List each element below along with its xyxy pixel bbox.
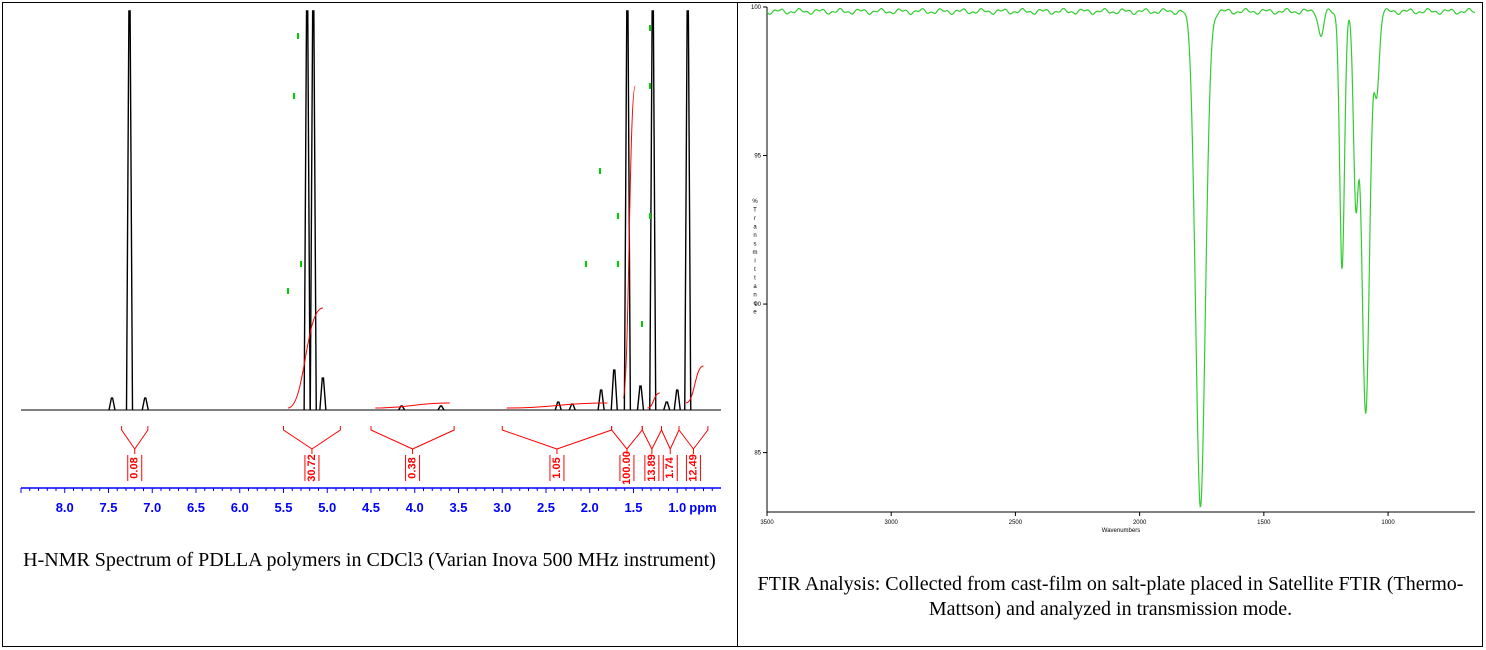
nmr-integral-bracket	[661, 426, 680, 454]
nmr-integral-bracket	[641, 426, 662, 454]
nmr-peak	[319, 377, 327, 411]
nmr-marker	[617, 213, 619, 219]
nmr-x-tick-label: 1.0	[668, 500, 686, 515]
nmr-x-axis-unit: ppm	[689, 500, 716, 515]
nmr-marker	[599, 168, 601, 174]
ftir-x-tick-label: 1000	[1381, 520, 1395, 526]
ftir-y-tick-label: 95	[754, 154, 761, 160]
nmr-peak	[568, 403, 576, 411]
nmr-panel: 0.08 30.72 0.38 1.05 100.00 13.89 1.74 12.49 8.0…	[3, 3, 736, 646]
nmr-x-tick-label: 7.5	[99, 500, 117, 515]
nmr-x-tick-label: 5.5	[274, 500, 292, 515]
nmr-integral-bracket	[121, 426, 149, 454]
nmr-peak	[437, 405, 445, 411]
nmr-marker	[287, 288, 289, 294]
nmr-x-tick-label: 3.5	[449, 500, 467, 515]
nmr-integral-bracket	[611, 426, 643, 454]
nmr-marker	[300, 261, 302, 267]
nmr-marker	[293, 93, 295, 99]
nmr-integral-bracket	[370, 426, 455, 454]
nmr-peak	[303, 10, 311, 411]
nmr-x-tick-label: 6.5	[187, 500, 205, 515]
nmr-peak	[623, 10, 632, 411]
nmr-integral-curve	[375, 402, 450, 409]
nmr-marker	[297, 33, 299, 39]
nmr-integral-bracket	[501, 426, 613, 454]
nmr-x-tick-label: 8.0	[56, 500, 74, 515]
nmr-x-tick-label: 5.0	[318, 500, 336, 515]
nmr-x-tick-label: 7.0	[143, 500, 161, 515]
nmr-spectrum-chart: 0.08 30.72 0.38 1.05 100.00 13.89 1.74 12.49 8.0…	[20, 10, 721, 515]
nmr-peak	[108, 397, 116, 411]
nmr-caption: H-NMR Spectrum of PDLLA polymers in CDCl…	[23, 549, 716, 571]
ftir-x-tick-label: 3500	[760, 520, 774, 526]
ftir-y-tick-label: 90	[754, 302, 761, 308]
nmr-integral-label: 0.38	[406, 457, 418, 478]
panel-divider	[737, 2, 738, 647]
nmr-marker	[649, 213, 651, 219]
nmr-integral-label: 1.74	[664, 456, 676, 478]
nmr-peak	[684, 10, 692, 411]
nmr-marker	[641, 321, 643, 327]
nmr-integral-label: 30.72	[306, 454, 318, 482]
nmr-integral-curve	[506, 402, 608, 409]
nmr-peak	[636, 385, 645, 411]
ftir-x-tick-label: 2500	[1009, 520, 1023, 526]
nmr-integral-label: 1.05	[551, 457, 563, 478]
nmr-x-tick-label: 2.5	[537, 500, 555, 515]
ftir-y-tick-label: 85	[754, 451, 761, 457]
nmr-integral-label: 12.49	[687, 454, 699, 482]
ftir-y-tick-label: 100	[751, 5, 762, 11]
nmr-peak	[125, 10, 134, 411]
nmr-peak	[663, 401, 671, 411]
ftir-x-tick-label: 2000	[1133, 520, 1147, 526]
ftir-x-tick-label: 3000	[885, 520, 899, 526]
nmr-integral-label: 100.00	[621, 451, 633, 485]
nmr-marker	[649, 25, 651, 31]
nmr-x-tick-label: 4.0	[406, 500, 424, 515]
nmr-peak	[673, 389, 681, 411]
nmr-integral-bracket	[678, 426, 709, 454]
nmr-peak	[610, 369, 618, 411]
ftir-x-tick-label: 1500	[1257, 520, 1271, 526]
ftir-spectrum-line	[766, 7, 1476, 508]
nmr-peak	[398, 405, 406, 411]
nmr-integral-label: 0.08	[129, 457, 141, 478]
nmr-marker	[649, 83, 651, 89]
nmr-marker	[585, 261, 587, 267]
nmr-x-tick-label: 1.5	[624, 500, 642, 515]
nmr-integral-curve	[622, 85, 636, 399]
nmr-x-tick-label: 2.0	[581, 500, 599, 515]
nmr-integral-curve	[685, 365, 704, 404]
nmr-marker	[617, 261, 619, 267]
nmr-peak	[309, 10, 317, 411]
nmr-integral-curve	[647, 392, 660, 409]
nmr-x-tick-label: 3.0	[493, 500, 511, 515]
nmr-x-tick-label: 6.0	[231, 500, 249, 515]
nmr-integral-curve	[287, 307, 324, 409]
nmr-x-tick-label: 4.5	[362, 500, 380, 515]
nmr-peak	[597, 389, 605, 411]
ftir-caption: FTIR Analysis: Collected from cast-film …	[757, 573, 1464, 620]
nmr-integral-label: 13.89	[646, 454, 658, 482]
nmr-integral-bracket	[283, 426, 341, 454]
nmr-peak	[141, 397, 149, 411]
ftir-x-label: Wavenumbers	[1102, 528, 1140, 534]
nmr-peak	[649, 10, 657, 411]
